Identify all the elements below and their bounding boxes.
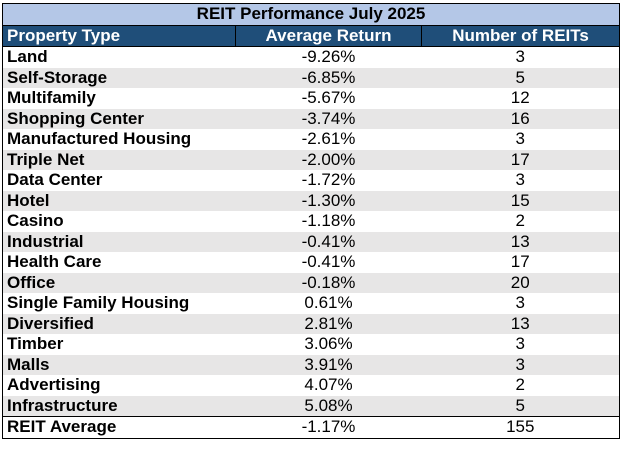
cell-number-of-reits: 15: [421, 190, 621, 211]
cell-number-of-reits: 17: [421, 252, 621, 273]
cell-average-return: -1.18%: [235, 211, 422, 232]
cell-average-return: 0.61%: [235, 293, 422, 314]
cell-number-of-reits: 17: [421, 149, 621, 170]
column-header-number-of-reits: Number of REITs: [420, 24, 621, 47]
cell-average-return: 4.07%: [235, 375, 422, 396]
cell-property-type: Malls: [2, 354, 236, 375]
cell-property-type: Land: [2, 46, 236, 68]
cell-number-of-reits: 16: [421, 108, 621, 129]
cell-property-type: Timber: [2, 334, 236, 355]
table-row: Manufactured Housing -2.61% 3: [2, 129, 621, 150]
column-header-average-return: Average Return: [235, 24, 422, 47]
cell-average-return: -0.41%: [235, 231, 422, 252]
table-row: Self-Storage -6.85% 5: [2, 67, 621, 88]
cell-number-of-reits: 20: [421, 272, 621, 293]
cell-property-type: Self-Storage: [2, 67, 236, 88]
table-row: Office -0.18% 20: [2, 272, 621, 293]
cell-number-of-reits: 2: [421, 375, 621, 396]
table-row: Casino -1.18% 2: [2, 211, 621, 232]
summary-number-of-reits: 155: [421, 416, 621, 439]
cell-number-of-reits: 3: [421, 129, 621, 150]
cell-number-of-reits: 13: [421, 231, 621, 252]
cell-property-type: Triple Net: [2, 149, 236, 170]
summary-property-type: REIT Average: [2, 416, 236, 439]
cell-property-type: Manufactured Housing: [2, 129, 236, 150]
cell-property-type: Multifamily: [2, 88, 236, 109]
cell-average-return: 2.81%: [235, 313, 422, 334]
cell-number-of-reits: 13: [421, 313, 621, 334]
cell-number-of-reits: 5: [421, 67, 621, 88]
summary-row: REIT Average -1.17% 155: [2, 416, 621, 439]
cell-average-return: 3.06%: [235, 334, 422, 355]
table-row: Triple Net -2.00% 17: [2, 149, 621, 170]
cell-number-of-reits: 3: [421, 334, 621, 355]
table-row: Shopping Center -3.74% 16: [2, 108, 621, 129]
table-row: Hotel -1.30% 15: [2, 190, 621, 211]
cell-property-type: Diversified: [2, 313, 236, 334]
cell-average-return: 5.08%: [235, 395, 422, 417]
table-title-row: REIT Performance July 2025: [1, 3, 621, 26]
table-row: Health Care -0.41% 17: [2, 252, 621, 273]
cell-average-return: -2.61%: [235, 129, 422, 150]
table-row: Timber 3.06% 3: [2, 334, 621, 355]
cell-property-type: Single Family Housing: [2, 293, 236, 314]
cell-property-type: Hotel: [2, 190, 236, 211]
cell-property-type: Casino: [2, 211, 236, 232]
cell-average-return: -1.72%: [235, 170, 422, 191]
summary-average-return: -1.17%: [235, 416, 422, 439]
table-row: Land -9.26% 3: [2, 46, 621, 68]
table-row: Infrastructure 5.08% 5: [2, 395, 621, 417]
cell-property-type: Industrial: [2, 231, 236, 252]
cell-number-of-reits: 3: [421, 354, 621, 375]
table-body: Land -9.26% 3 Self-Storage -6.85% 5 Multifamil…: [2, 46, 621, 417]
table-row: Multifamily -5.67% 12: [2, 88, 621, 109]
table-row: Single Family Housing 0.61% 3: [2, 293, 621, 314]
cell-average-return: -3.74%: [235, 108, 422, 129]
cell-property-type: Data Center: [2, 170, 236, 191]
cell-property-type: Office: [2, 272, 236, 293]
cell-average-return: -1.30%: [235, 190, 422, 211]
cell-average-return: -6.85%: [235, 67, 422, 88]
cell-property-type: Infrastructure: [2, 395, 236, 417]
cell-average-return: -2.00%: [235, 149, 422, 170]
cell-number-of-reits: 3: [421, 46, 621, 68]
cell-number-of-reits: 3: [421, 293, 621, 314]
table-title: REIT Performance July 2025: [1, 3, 621, 26]
cell-average-return: -9.26%: [235, 46, 422, 68]
cell-average-return: -5.67%: [235, 88, 422, 109]
cell-average-return: -0.41%: [235, 252, 422, 273]
cell-property-type: Shopping Center: [2, 108, 236, 129]
table-row: Diversified 2.81% 13: [2, 313, 621, 334]
cell-average-return: -0.18%: [235, 272, 422, 293]
cell-property-type: Advertising: [2, 375, 236, 396]
cell-number-of-reits: 12: [421, 88, 621, 109]
column-header-row: Property Type Average Return Number of R…: [2, 24, 621, 47]
reit-performance-table: REIT Performance July 2025 Property Type…: [1, 3, 621, 439]
table-row: Malls 3.91% 3: [2, 354, 621, 375]
reit-performance-table-frame: REIT Performance July 2025 Property Type…: [1, 3, 621, 455]
cell-number-of-reits: 5: [421, 395, 621, 417]
cell-property-type: Health Care: [2, 252, 236, 273]
table-row: Advertising 4.07% 2: [2, 375, 621, 396]
cell-number-of-reits: 2: [421, 211, 621, 232]
column-header-property-type: Property Type: [2, 24, 236, 47]
table-row: Data Center -1.72% 3: [2, 170, 621, 191]
cell-number-of-reits: 3: [421, 170, 621, 191]
table-row: Industrial -0.41% 13: [2, 231, 621, 252]
cell-average-return: 3.91%: [235, 354, 422, 375]
